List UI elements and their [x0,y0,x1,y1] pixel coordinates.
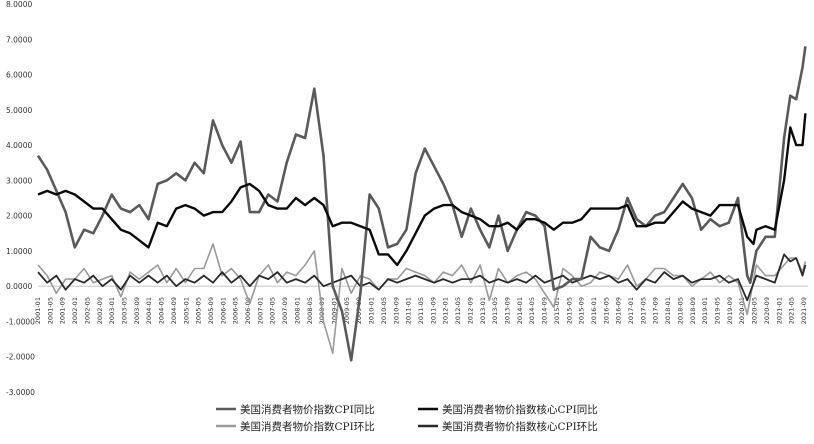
x-tick-label: 2018-01 [664,297,672,324]
y-tick-label: -2.0000 [6,353,35,362]
series-line-2 [37,243,807,355]
x-tick-label: 2007-09 [281,297,289,324]
x-axis-tick-labels: 2001-01 2001-05 2001-09 2002-01 2002-05 2002-… [34,297,808,324]
y-tick-label: -1.0000 [6,317,35,326]
series-line-1 [37,113,807,267]
legend: 美国消费者物价指数CPI同比 美国消费者物价指数核心CPI同比美国消费者物价指数C… [216,403,598,433]
x-tick-label: 2016-09 [615,297,623,324]
series-line-0 [36,46,807,362]
x-tick-label: 2010-01 [368,297,376,324]
x-tick-label: 2016-01 [590,297,598,324]
x-tick-label: 2009-01 [331,297,339,324]
x-tick-label: 2020-01 [738,297,746,324]
x-tick-label: 2001-09 [59,297,67,324]
x-tick-label: 2009-05 [343,297,351,324]
x-tick-label: 2012-05 [454,297,462,324]
y-tick-label: 8.0000 [6,0,32,9]
x-tick-label: 2008-01 [294,297,302,324]
x-tick-label: 2002-05 [83,297,91,324]
x-tick-label: 2007-05 [269,297,277,324]
x-tick-label: 2017-09 [652,297,660,324]
x-tick-label: 2015-01 [553,297,561,324]
x-tick-label: 2004-01 [145,297,153,324]
x-tick-label: 2021-01 [775,297,783,324]
x-tick-label: 2006-09 [244,297,252,324]
x-tick-label: 2019-05 [714,297,722,324]
x-tick-label: 2011-05 [417,297,425,324]
x-tick-label: 2013-09 [504,297,512,324]
x-tick-label: 2019-09 [726,297,734,324]
x-tick-label: 2013-05 [491,297,499,324]
x-tick-label: 2008-05 [306,297,314,324]
y-tick-label: -3.0000 [6,388,35,397]
x-tick-label: 2011-09 [429,297,437,324]
x-tick-label: 2003-09 [133,297,141,324]
x-tick-label: 2001-05 [46,297,54,324]
y-tick-label: 0.0000 [6,282,32,291]
x-tick-label: 2001-01 [34,297,42,324]
x-tick-label: 2021-05 [788,297,796,324]
x-tick-label: 2005-05 [195,297,203,324]
x-tick-label: 2011-01 [405,297,413,324]
x-tick-label: 2012-09 [466,297,474,324]
x-tick-label: 2016-05 [602,297,610,324]
x-tick-label: 2007-01 [256,297,264,324]
y-tick-label: 4.0000 [6,141,32,150]
series-lines [36,46,807,362]
x-tick-label: 2020-05 [751,297,759,324]
x-tick-label: 2018-09 [689,297,697,324]
x-tick-label: 2003-01 [108,297,116,324]
x-tick-label: 2018-05 [677,297,685,324]
legend-label: 美国消费者物价指数CPI同比 [240,403,375,416]
x-tick-label: 2005-01 [182,297,190,324]
x-tick-label: 2019-01 [701,297,709,324]
x-tick-label: 2006-05 [232,297,240,324]
x-tick-label: 2014-01 [516,297,524,324]
x-tick-label: 2002-09 [96,297,104,324]
x-tick-label: 2004-05 [158,297,166,324]
y-tick-label: 6.0000 [6,71,32,80]
x-tick-label: 2017-01 [627,297,635,324]
x-tick-label: 2004-09 [170,297,178,324]
x-tick-label: 2020-09 [763,297,771,324]
x-tick-label: 2002-01 [71,297,79,324]
y-axis-tick-labels: 8.0000 7.0000 6.0000 5.0000 4.0000 3.0000 2.00… [6,0,35,397]
x-tick-label: 2015-05 [565,297,573,324]
x-tick-label: 2010-09 [392,297,400,324]
legend-label: 美国消费者物价指数核心CPI同比 [442,403,598,416]
x-tick-label: 2005-09 [207,297,215,324]
x-tick-label: 2010-05 [380,297,388,324]
y-tick-label: 7.0000 [6,35,32,44]
x-tick-label: 2014-09 [541,297,549,324]
x-tick-label: 2017-05 [639,297,647,324]
x-tick-label: 2015-09 [578,297,586,324]
x-tick-label: 2014-05 [528,297,536,324]
x-tick-label: 2006-01 [219,297,227,324]
y-tick-label: 2.0000 [6,212,32,221]
x-tick-label: 2013-01 [479,297,487,324]
series-line-3 [37,253,807,302]
x-tick-label: 2021-09 [800,297,808,324]
y-tick-label: 5.0000 [6,106,32,115]
x-tick-label: 2012-01 [442,297,450,324]
y-tick-label: 3.0000 [6,176,32,185]
legend-label: 美国消费者物价指数核心CPI环比 [442,420,598,433]
x-tick-label: 2003-05 [121,297,129,324]
y-tick-label: 1.0000 [6,247,32,256]
legend-label: 美国消费者物价指数CPI环比 [240,420,375,433]
